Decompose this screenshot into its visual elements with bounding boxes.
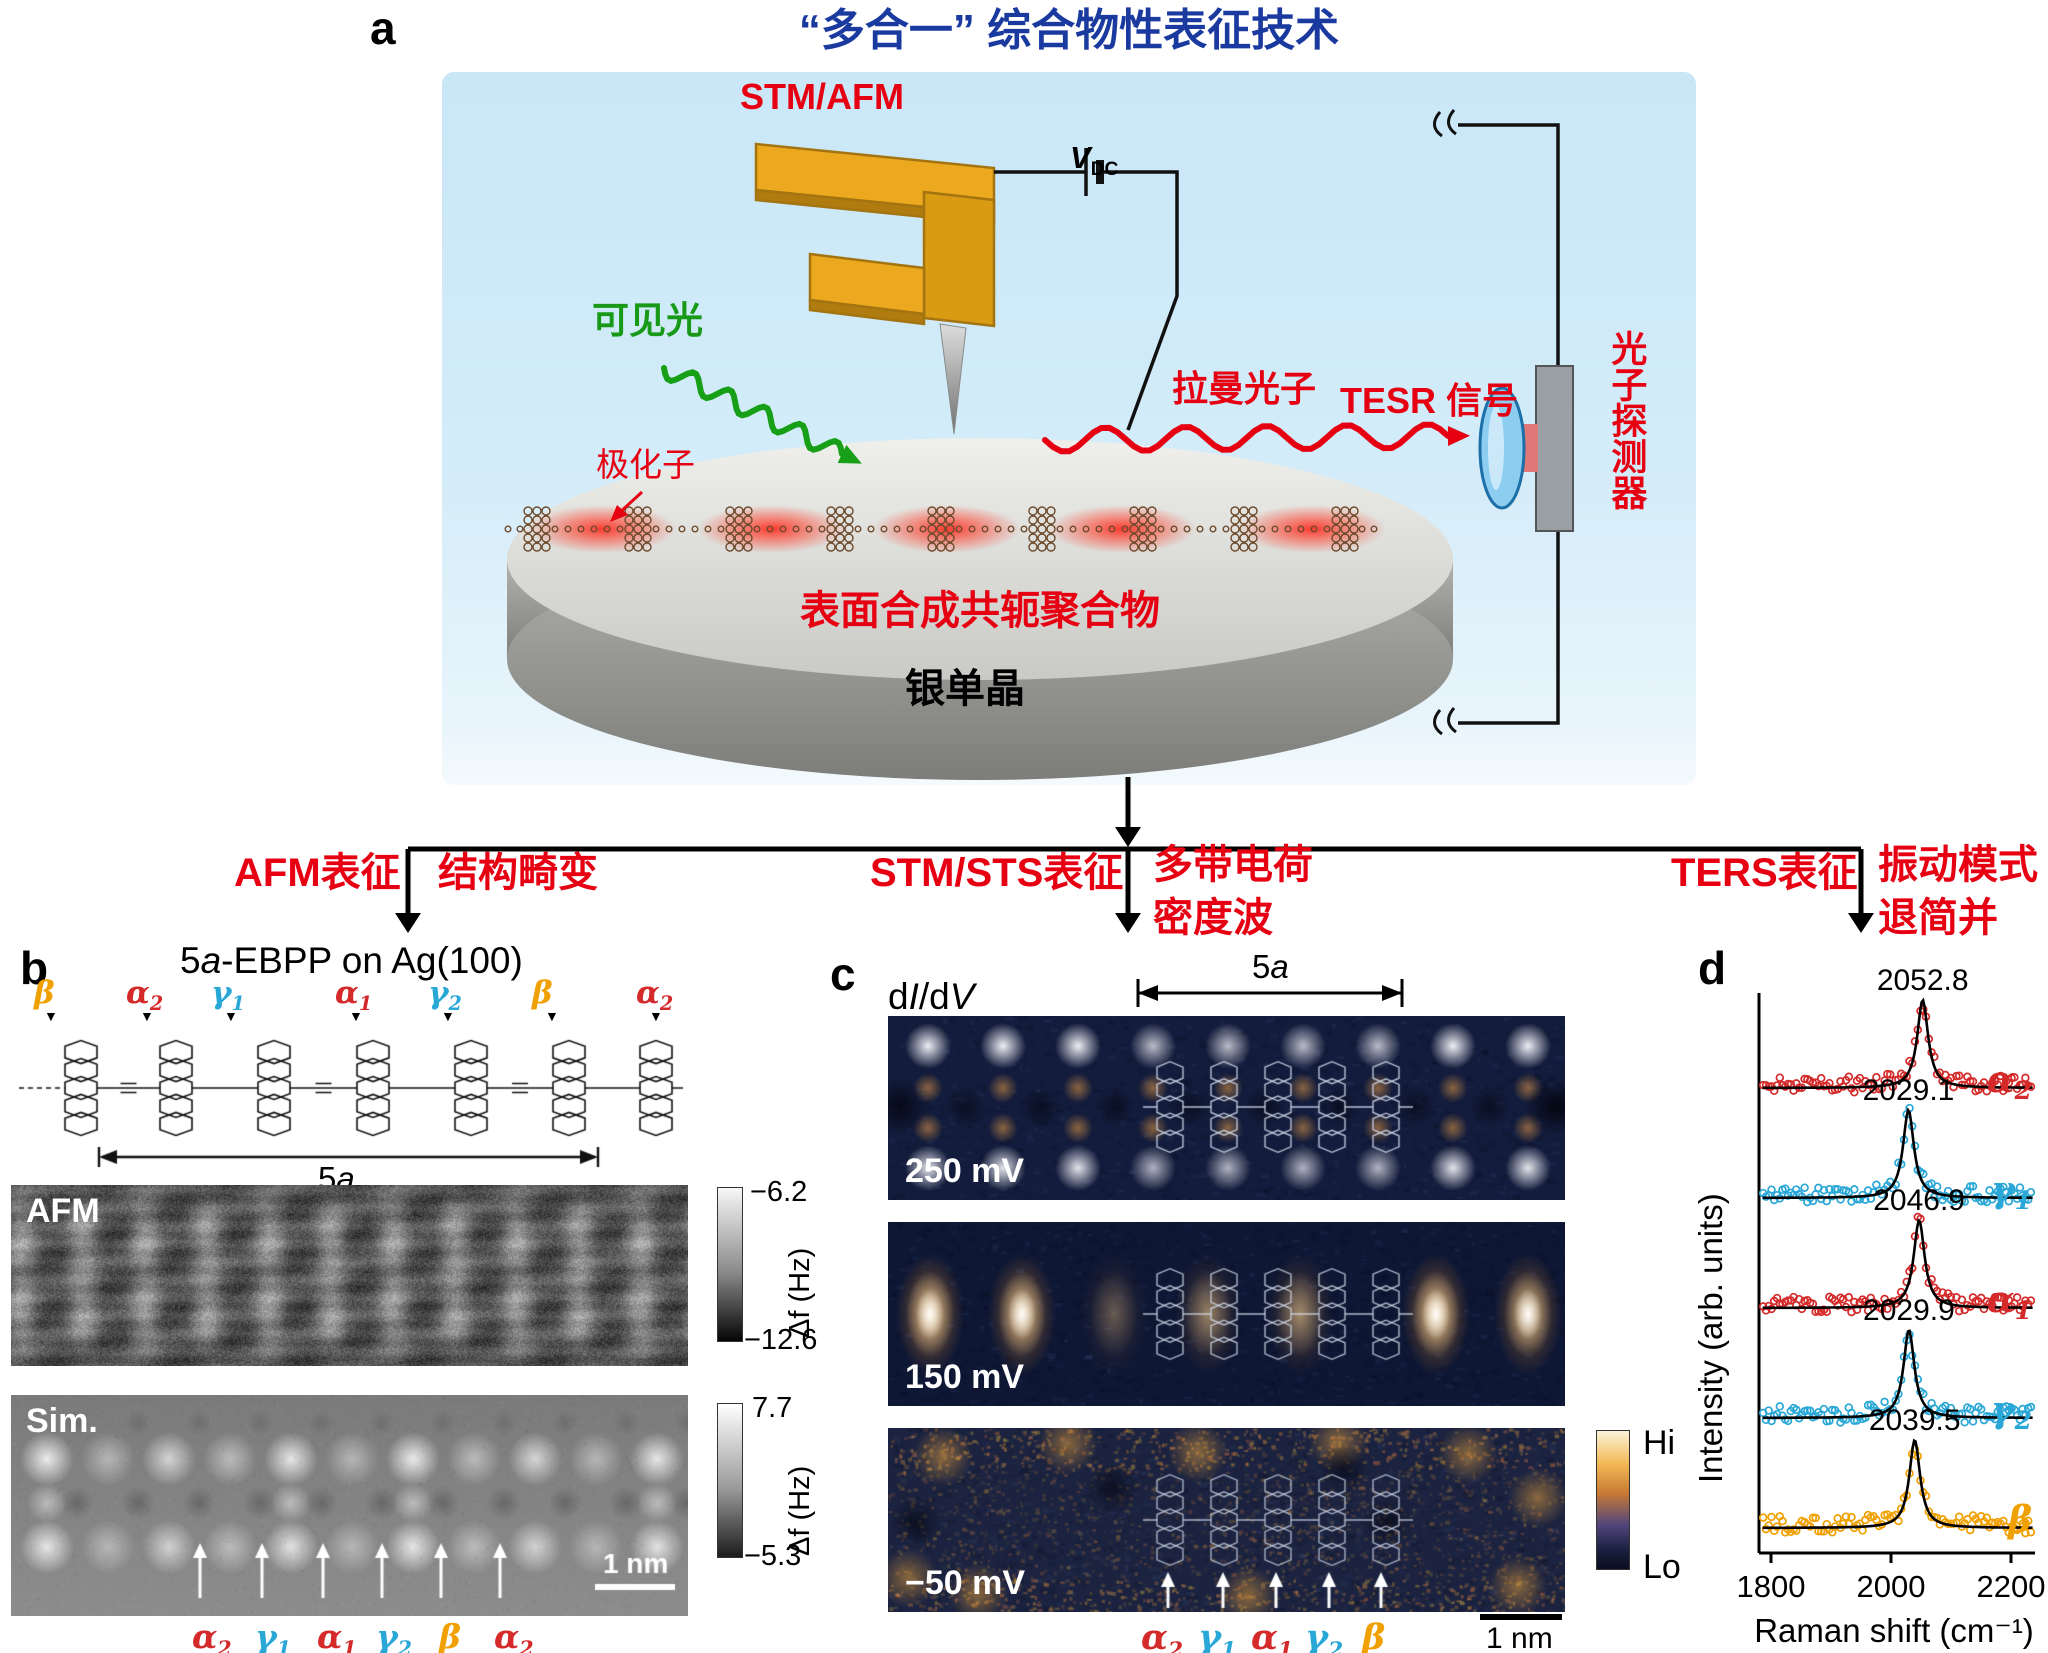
visible-light-label: 可见光	[592, 300, 703, 341]
bond-pointer-icon: ▼	[224, 1008, 238, 1024]
bond-label-beta-2: β	[532, 975, 553, 1011]
unit-cell-span-arrow-c	[1136, 979, 1404, 1007]
svg-text:2029.1: 2029.1	[1863, 1074, 1955, 1107]
bias-label-150mV: 150 mV	[905, 1358, 1025, 1396]
sim-mode-label-alpha2-2: α2	[494, 1617, 534, 1653]
svg-text:α2: α2	[1987, 1059, 2032, 1105]
bond-pointer-icon: ▼	[649, 1008, 663, 1024]
stm-mode-label-beta: β	[1362, 1617, 1386, 1653]
ters-xlabel: Raman shift (cm⁻¹)	[1754, 1612, 2034, 1649]
panel-a-illustration	[504, 109, 1574, 780]
branch-afm-technique: AFM表征	[234, 851, 401, 895]
bond-pointer-icon: ▼	[44, 1008, 58, 1024]
sim-colorbar	[717, 1403, 743, 1558]
branch-sts-technique: STM/STS表征	[870, 851, 1124, 895]
afm-scale-max: −6.2	[750, 1176, 808, 1208]
simulated-afm-image	[11, 1395, 688, 1616]
panel-a-label: a	[370, 2, 396, 54]
svg-text:γ2: γ2	[1991, 1389, 2032, 1435]
bond-label-alpha2-2: α2	[636, 975, 674, 1016]
afm-colorbar	[717, 1187, 743, 1342]
silver-crystal-label: 银单晶	[905, 667, 1025, 711]
stm-scalebar	[1480, 1614, 1562, 1620]
panel-d-label: d	[1698, 942, 1727, 994]
chemical-structure-drawing	[11, 1026, 688, 1181]
branch-ters-result-line1: 振动模式	[1878, 843, 2038, 887]
branch-ters-technique: TERS表征	[1671, 851, 1858, 895]
branch-ters-result-line2: 退简并	[1878, 896, 1998, 940]
svg-text:α1: α1	[1987, 1279, 2032, 1325]
sim-mode-label-alpha2-1: α2	[192, 1617, 232, 1653]
stm-mode-label-gamma1: γ1	[1198, 1617, 1237, 1653]
bond-pointer-icon: ▼	[349, 1008, 363, 1024]
didv-map-minus50mV	[888, 1428, 1565, 1612]
stm-colorbar	[1596, 1430, 1630, 1570]
branch-afm-result: 结构畸变	[438, 851, 598, 895]
didv-map-250mV	[888, 1016, 1565, 1200]
bond-pointer-icon: ▼	[441, 1008, 455, 1024]
bond-label-alpha2-1: α2	[126, 975, 164, 1016]
stm-scalebar-label: 1 nm	[1486, 1622, 1553, 1653]
branch-arrows	[395, 777, 1874, 933]
stm-colorbar-low: Lo	[1643, 1548, 1681, 1586]
panel-c-label: c	[830, 948, 856, 1000]
ters-ylabel: Intensity (arb. units)	[1692, 1193, 1729, 1483]
svg-text:2000: 2000	[1857, 1569, 1926, 1604]
sim-mode-label-gamma1: γ1	[255, 1617, 292, 1653]
bias-label-minus50mV: −50 mV	[905, 1564, 1026, 1602]
stm-mode-label-alpha1: α1	[1251, 1617, 1294, 1653]
bias-label-250mV: 250 mV	[905, 1152, 1025, 1190]
svg-text:1800: 1800	[1737, 1569, 1806, 1604]
stm-afm-label: STM/AFM	[740, 76, 904, 117]
figure-title: “多合一” 综合物性表征技术	[798, 6, 1340, 55]
raman-photon-label: 拉曼光子	[1172, 368, 1317, 409]
svg-text:β: β	[2006, 1499, 2032, 1541]
stm-mode-label-alpha2: α2	[1141, 1617, 1184, 1653]
sim-image-label: Sim.	[26, 1402, 98, 1440]
panel-b-title: 5a-EBPP on Ag(100)	[180, 940, 523, 981]
bond-pointer-icon: ▼	[140, 1008, 154, 1024]
sim-mode-label-alpha1: α1	[317, 1617, 357, 1653]
branch-sts-result-line1: 多带电荷	[1153, 843, 1313, 887]
afm-scale-min: −12.6	[744, 1324, 818, 1356]
svg-text:2046.9: 2046.9	[1873, 1184, 1965, 1217]
vdc-label: VDC	[1070, 140, 1119, 181]
bond-label-gamma2: γ2	[428, 975, 462, 1016]
svg-text:γ1: γ1	[1991, 1169, 2032, 1215]
ters-spectra-plot: 1800 2000 2200 2052.8 α2 2029.1 γ1 2046.9 α1 2029…	[1737, 964, 2046, 1604]
bond-label-beta-1: β	[34, 975, 55, 1011]
afm-image	[11, 1185, 688, 1366]
bond-pointer-icon: ▼	[545, 1008, 559, 1024]
sim-scale-min: −5.3	[744, 1540, 802, 1572]
photon-detector-label: 光子探测器	[1606, 330, 1648, 510]
panel-b-label: b	[20, 942, 49, 994]
polymer-label: 表面合成共轭聚合物	[800, 589, 1160, 633]
sim-mode-label-gamma2: γ2	[376, 1617, 413, 1653]
polaron-label: 极化子	[596, 446, 695, 483]
branch-sts-result-line2: 密度波	[1153, 896, 1273, 940]
bond-label-gamma1: γ1	[211, 975, 245, 1016]
svg-text:2200: 2200	[1977, 1569, 2046, 1604]
svg-text:2052.8: 2052.8	[1877, 964, 1969, 997]
afm-image-label: AFM	[26, 1192, 100, 1230]
sim-mode-label-beta: β	[439, 1617, 461, 1653]
didv-map-label: dI/dV	[888, 976, 975, 1017]
sim-scale-max: 7.7	[752, 1392, 793, 1424]
svg-text:2029.9: 2029.9	[1863, 1294, 1955, 1327]
didv-map-150mV	[888, 1222, 1565, 1406]
unit-cell-span-label-c: 5a	[1252, 948, 1289, 985]
bond-label-alpha1: α1	[335, 975, 373, 1016]
afm-scale-unit: Δf (Hz)	[784, 1247, 816, 1338]
stm-mode-label-gamma2: γ2	[1305, 1617, 1344, 1653]
sim-scale-unit: Δf (Hz)	[784, 1465, 816, 1556]
svg-text:2039.5: 2039.5	[1869, 1404, 1961, 1437]
stm-colorbar-high: Hi	[1643, 1424, 1676, 1462]
tesr-signal-label: TESR 信号	[1340, 380, 1519, 421]
